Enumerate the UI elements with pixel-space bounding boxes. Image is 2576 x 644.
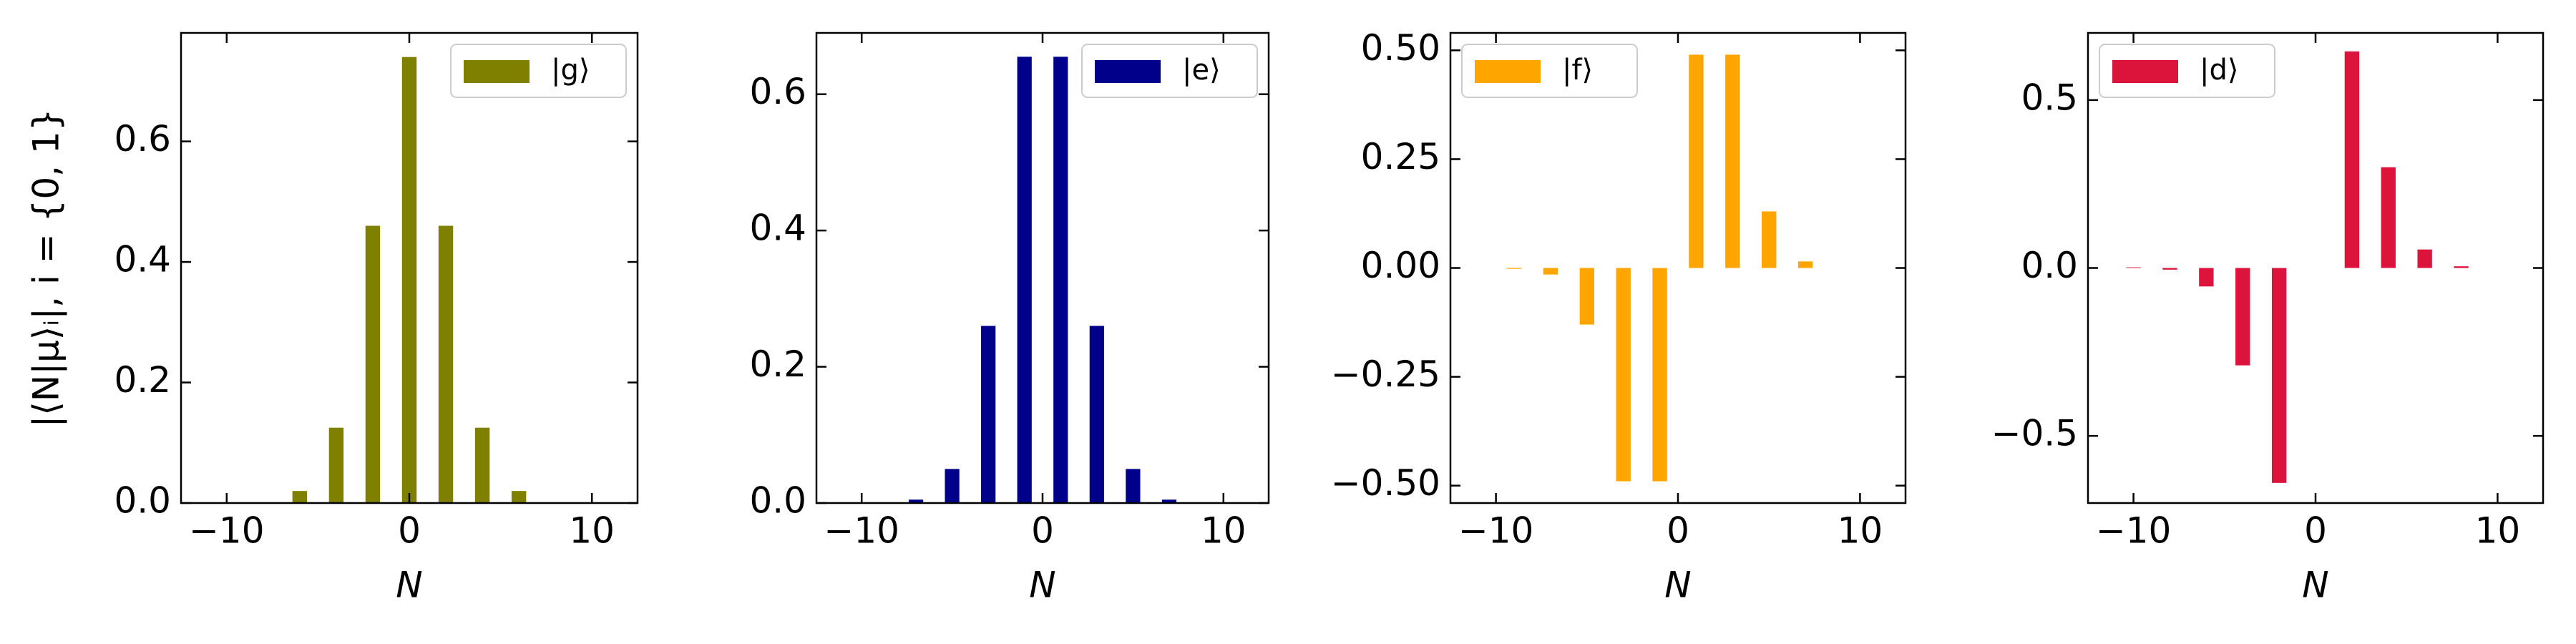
bar <box>2454 266 2469 268</box>
bar <box>511 491 527 503</box>
bar <box>1579 268 1594 325</box>
y-tick-label: 0.4 <box>114 239 171 280</box>
y-tick-label: 0.0 <box>114 480 171 522</box>
bar <box>365 225 381 503</box>
y-tick-label: 0.2 <box>749 343 806 385</box>
x-tick-label: −10 <box>1458 510 1534 552</box>
bar <box>1089 326 1104 503</box>
bar <box>1762 211 1777 268</box>
x-tick-label: −10 <box>2096 510 2172 552</box>
bar <box>2271 268 2287 483</box>
y-tick-label: 0.5 <box>2021 77 2078 118</box>
y-tick-label: 0.0 <box>749 480 806 522</box>
bar <box>292 491 308 503</box>
bar <box>1652 268 1667 482</box>
bar <box>1126 469 1141 503</box>
bar <box>328 427 344 503</box>
x-axis-label: N <box>1664 565 1691 606</box>
bar <box>1017 57 1032 503</box>
bar <box>474 427 490 503</box>
bar <box>2235 268 2250 366</box>
bar <box>2417 249 2432 268</box>
bar <box>401 57 417 503</box>
bar <box>1689 54 1704 268</box>
legend-label: |e⟩ <box>1182 54 1221 87</box>
y-tick-label: 0.4 <box>749 208 806 249</box>
y-tick-label: −0.25 <box>1331 353 1440 395</box>
bar <box>1161 499 1177 503</box>
y-tick-label: −0.50 <box>1331 462 1440 504</box>
legend-box <box>1081 44 1258 98</box>
legend-swatch <box>1475 60 1541 83</box>
bar <box>1543 268 1558 275</box>
bar <box>1506 268 1522 269</box>
bar <box>1797 261 1813 268</box>
legend-swatch <box>464 60 530 83</box>
bar <box>2344 51 2360 268</box>
legend-box <box>2099 44 2275 98</box>
x-tick-label: −10 <box>189 510 265 552</box>
y-tick-label: 0.00 <box>1361 245 1440 286</box>
x-tick-label: −10 <box>824 510 899 552</box>
legend-box <box>1461 44 1638 98</box>
bar <box>438 225 454 503</box>
legend-box <box>450 44 627 98</box>
bar <box>945 469 960 503</box>
x-tick-label: 0 <box>1031 510 1054 552</box>
x-tick-label: 10 <box>1201 510 1246 552</box>
x-tick-label: 10 <box>569 510 615 552</box>
y-tick-label: 0.6 <box>114 118 171 160</box>
x-tick-label: 10 <box>1838 510 1883 552</box>
bar <box>2162 268 2177 270</box>
x-tick-label: 0 <box>1667 510 1689 552</box>
panel: −10 0 10 −0.5 0.0 0.5 N |d⟩ <box>1991 31 2545 606</box>
x-tick-label: 0 <box>2304 510 2327 552</box>
axes-frame <box>815 31 1270 504</box>
bar <box>1725 54 1740 268</box>
bar <box>2381 167 2396 268</box>
legend-swatch <box>1095 60 1161 83</box>
legend-label: |f⟩ <box>1562 54 1593 87</box>
bar <box>1616 268 1631 482</box>
y-tick-label: 0.25 <box>1361 136 1440 177</box>
x-tick-label: 0 <box>398 510 421 552</box>
bar <box>1053 57 1068 503</box>
bar <box>908 499 924 503</box>
y-axis-label: |⟨N|μ⟩ᵢ|, i = {0, 1} <box>26 108 67 427</box>
y-tick-label: −0.5 <box>1991 413 2078 454</box>
panel: −10 0 10 0.0 0.2 0.4 0.6 N |⟨N|μ⟩ᵢ|, i = {0, 1} |… <box>26 31 639 606</box>
x-tick-label: 10 <box>2475 510 2521 552</box>
y-tick-label: 0.50 <box>1361 27 1440 69</box>
bar <box>981 326 996 503</box>
axes-frame <box>2087 31 2545 504</box>
y-tick-label: 0.2 <box>114 359 171 401</box>
x-axis-label: N <box>1029 565 1055 606</box>
legend-swatch <box>2112 60 2178 83</box>
legend-label: |g⟩ <box>551 54 590 87</box>
y-tick-label: 0.6 <box>749 71 806 112</box>
x-axis-label: N <box>396 565 422 606</box>
x-axis-label: N <box>2302 565 2328 606</box>
legend-label: |d⟩ <box>2200 54 2238 87</box>
bar <box>2199 268 2214 287</box>
panel: −10 0 10 0.0 0.2 0.4 0.6 N |e⟩ <box>749 31 1270 606</box>
y-tick-label: 0.0 <box>2021 245 2078 286</box>
panel: −10 0 10 −0.50 −0.25 0.00 0.25 0.50 N |f⟩ <box>1331 27 1907 606</box>
